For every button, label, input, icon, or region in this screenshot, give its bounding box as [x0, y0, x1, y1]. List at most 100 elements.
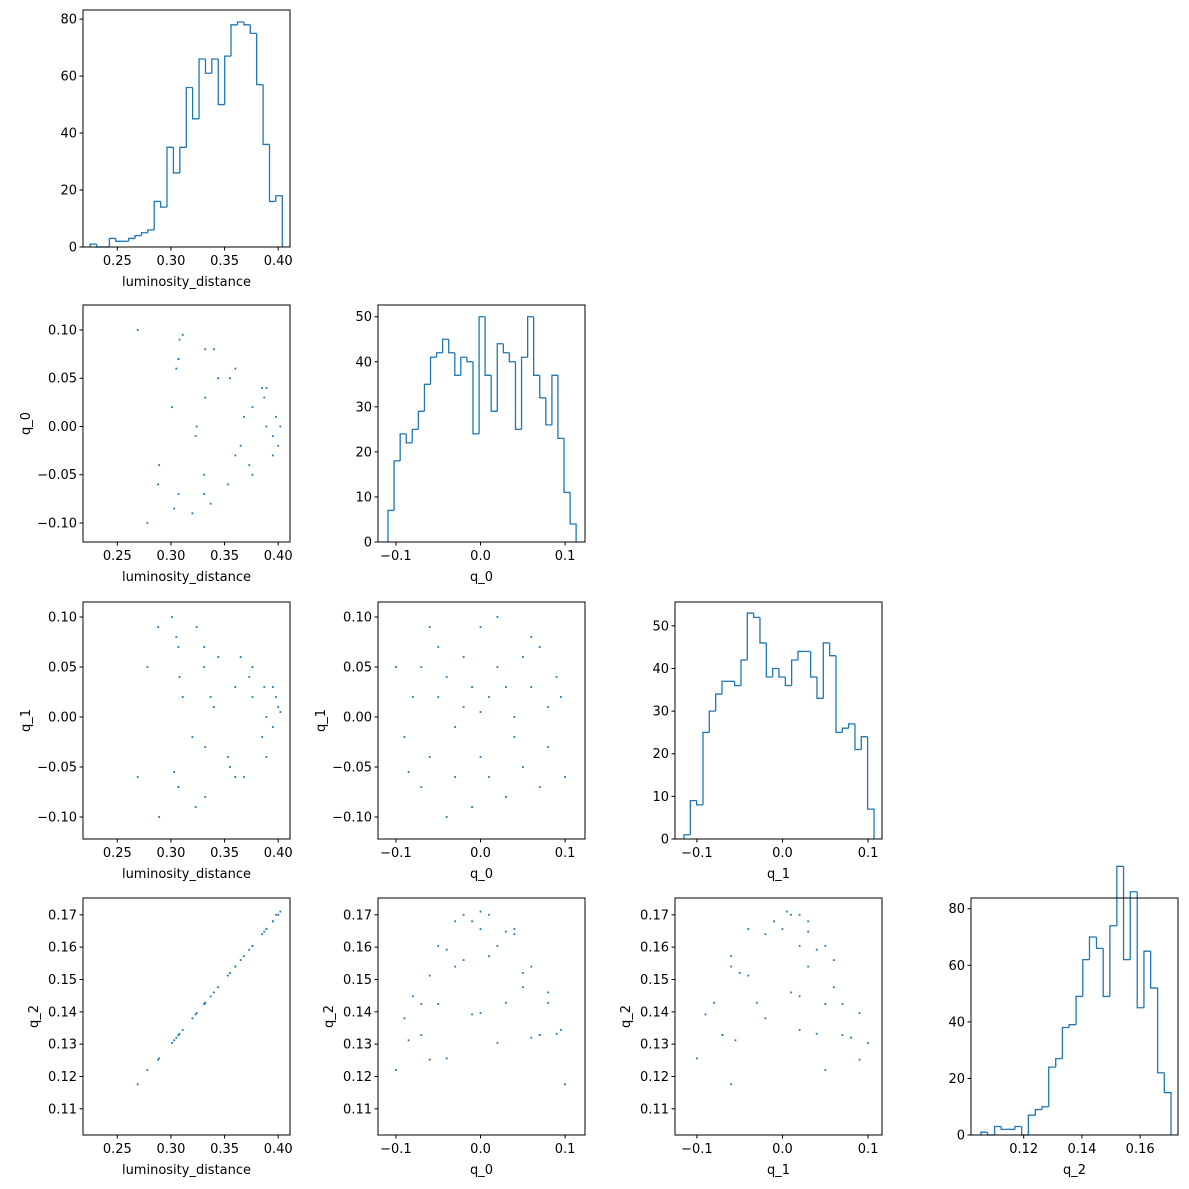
scatter-point	[181, 1029, 184, 1031]
scatter-point	[479, 928, 482, 930]
scatter-point	[555, 1032, 558, 1035]
scatter-point	[203, 473, 206, 476]
histogram-bin	[249, 24, 257, 35]
scatter-point	[203, 646, 206, 648]
scatter-point	[505, 796, 507, 798]
scatter-point	[858, 1058, 861, 1061]
histogram-bin	[198, 58, 206, 119]
x-axis-label: luminosity_distance	[122, 275, 251, 290]
scatter-point	[488, 776, 490, 778]
scatter-point	[824, 1069, 827, 1071]
scatter-point	[445, 948, 448, 951]
scatter-point	[271, 454, 274, 457]
histogram-bin	[411, 428, 419, 443]
scatter-point	[521, 656, 524, 658]
scatter-point	[178, 1032, 181, 1035]
scatter-point	[261, 386, 264, 389]
x-tick-label: 0.30	[156, 1142, 185, 1157]
y-tick-label: −0.05	[37, 468, 77, 483]
scatter-point	[234, 965, 237, 968]
histogram-bin	[545, 397, 552, 426]
y-tick-label: 50	[355, 310, 372, 325]
histogram-bin	[204, 58, 212, 74]
y-tick-label: 60	[60, 70, 77, 85]
scatter-point	[157, 626, 159, 628]
y-tick-label: −0.05	[332, 761, 372, 776]
x-tick-label: 0.14	[1067, 1142, 1096, 1157]
y-tick-label: 0.05	[48, 372, 77, 387]
y-tick-label: 0.15	[640, 973, 669, 988]
y-tick-label: 0.11	[640, 1102, 669, 1117]
histogram-bin	[1143, 950, 1151, 1008]
scatter-point	[850, 1036, 852, 1039]
scatter-point	[530, 636, 533, 638]
scatter-point	[437, 646, 440, 648]
scatter-point	[251, 473, 254, 476]
histogram-bin	[478, 316, 486, 434]
x-tick-label: 0.1	[555, 1142, 576, 1157]
histogram-bin	[243, 21, 251, 26]
scatter-point	[173, 771, 176, 773]
histogram-bin	[714, 693, 722, 712]
y-tick-label: 20	[652, 747, 669, 762]
scatter-point	[815, 948, 818, 951]
scatter-point	[420, 1034, 423, 1036]
axes-frame	[82, 897, 291, 1136]
scatter-point	[178, 676, 181, 678]
histogram-bin	[759, 617, 767, 644]
y-tick-label: 0.17	[48, 908, 77, 923]
scatter-point	[279, 711, 282, 713]
scatter-point	[790, 991, 792, 994]
histogram-bin	[526, 316, 534, 358]
histogram-bin	[115, 238, 123, 242]
scatter-point	[239, 444, 242, 447]
scatter-point	[513, 928, 516, 930]
histogram-bin	[472, 361, 480, 435]
histogram-bin	[268, 144, 276, 203]
x-tick-label: 0.40	[264, 549, 293, 564]
histogram-bin	[399, 433, 407, 461]
histogram-bin	[835, 655, 843, 734]
scatter-point	[251, 696, 254, 698]
scatter-point	[547, 706, 550, 708]
scatter-point	[505, 1001, 507, 1004]
y-tick-label: 80	[948, 902, 965, 917]
scatter-point	[513, 716, 516, 718]
histogram-bin	[1041, 1106, 1049, 1110]
axes-frame	[82, 601, 291, 840]
x-tick-label: 0.30	[156, 846, 185, 861]
scatter-point	[204, 348, 207, 351]
histogram-bin	[1014, 1125, 1022, 1130]
scatter-point	[265, 928, 268, 930]
scatter-point	[251, 944, 254, 947]
scatter-point	[157, 1058, 159, 1061]
x-tick-label: 0.30	[156, 549, 185, 564]
histogram-bin	[778, 668, 786, 678]
histogram-bin	[1034, 1108, 1043, 1116]
y-tick-label: 0.13	[343, 1038, 372, 1053]
scatter-point	[203, 666, 206, 668]
scatter-point	[521, 972, 524, 974]
histogram-bin	[797, 650, 805, 660]
histogram-bin	[1109, 925, 1117, 997]
x-tick-label: 0.30	[156, 254, 185, 269]
scatter-point	[832, 986, 835, 989]
histogram-bin	[211, 58, 219, 74]
histogram-bin	[740, 659, 748, 686]
scatter-point	[277, 706, 280, 708]
x-tick-label: 0.35	[210, 846, 239, 861]
scatter-point	[734, 1039, 737, 1042]
y-tick-label: 0.16	[343, 941, 372, 956]
x-tick-label: 0.25	[103, 549, 132, 564]
y-tick-label: −0.05	[37, 761, 77, 776]
axes-frame	[674, 897, 883, 1136]
scatter-point	[505, 930, 507, 933]
scatter-point	[203, 493, 206, 495]
scatter-point	[242, 776, 245, 778]
scatter-point	[428, 626, 431, 628]
y-tick-label: 20	[948, 1072, 965, 1087]
scatter-point	[175, 636, 178, 638]
scatter-point	[555, 676, 558, 678]
scatter-point	[411, 995, 414, 998]
scatter-point	[454, 776, 457, 778]
